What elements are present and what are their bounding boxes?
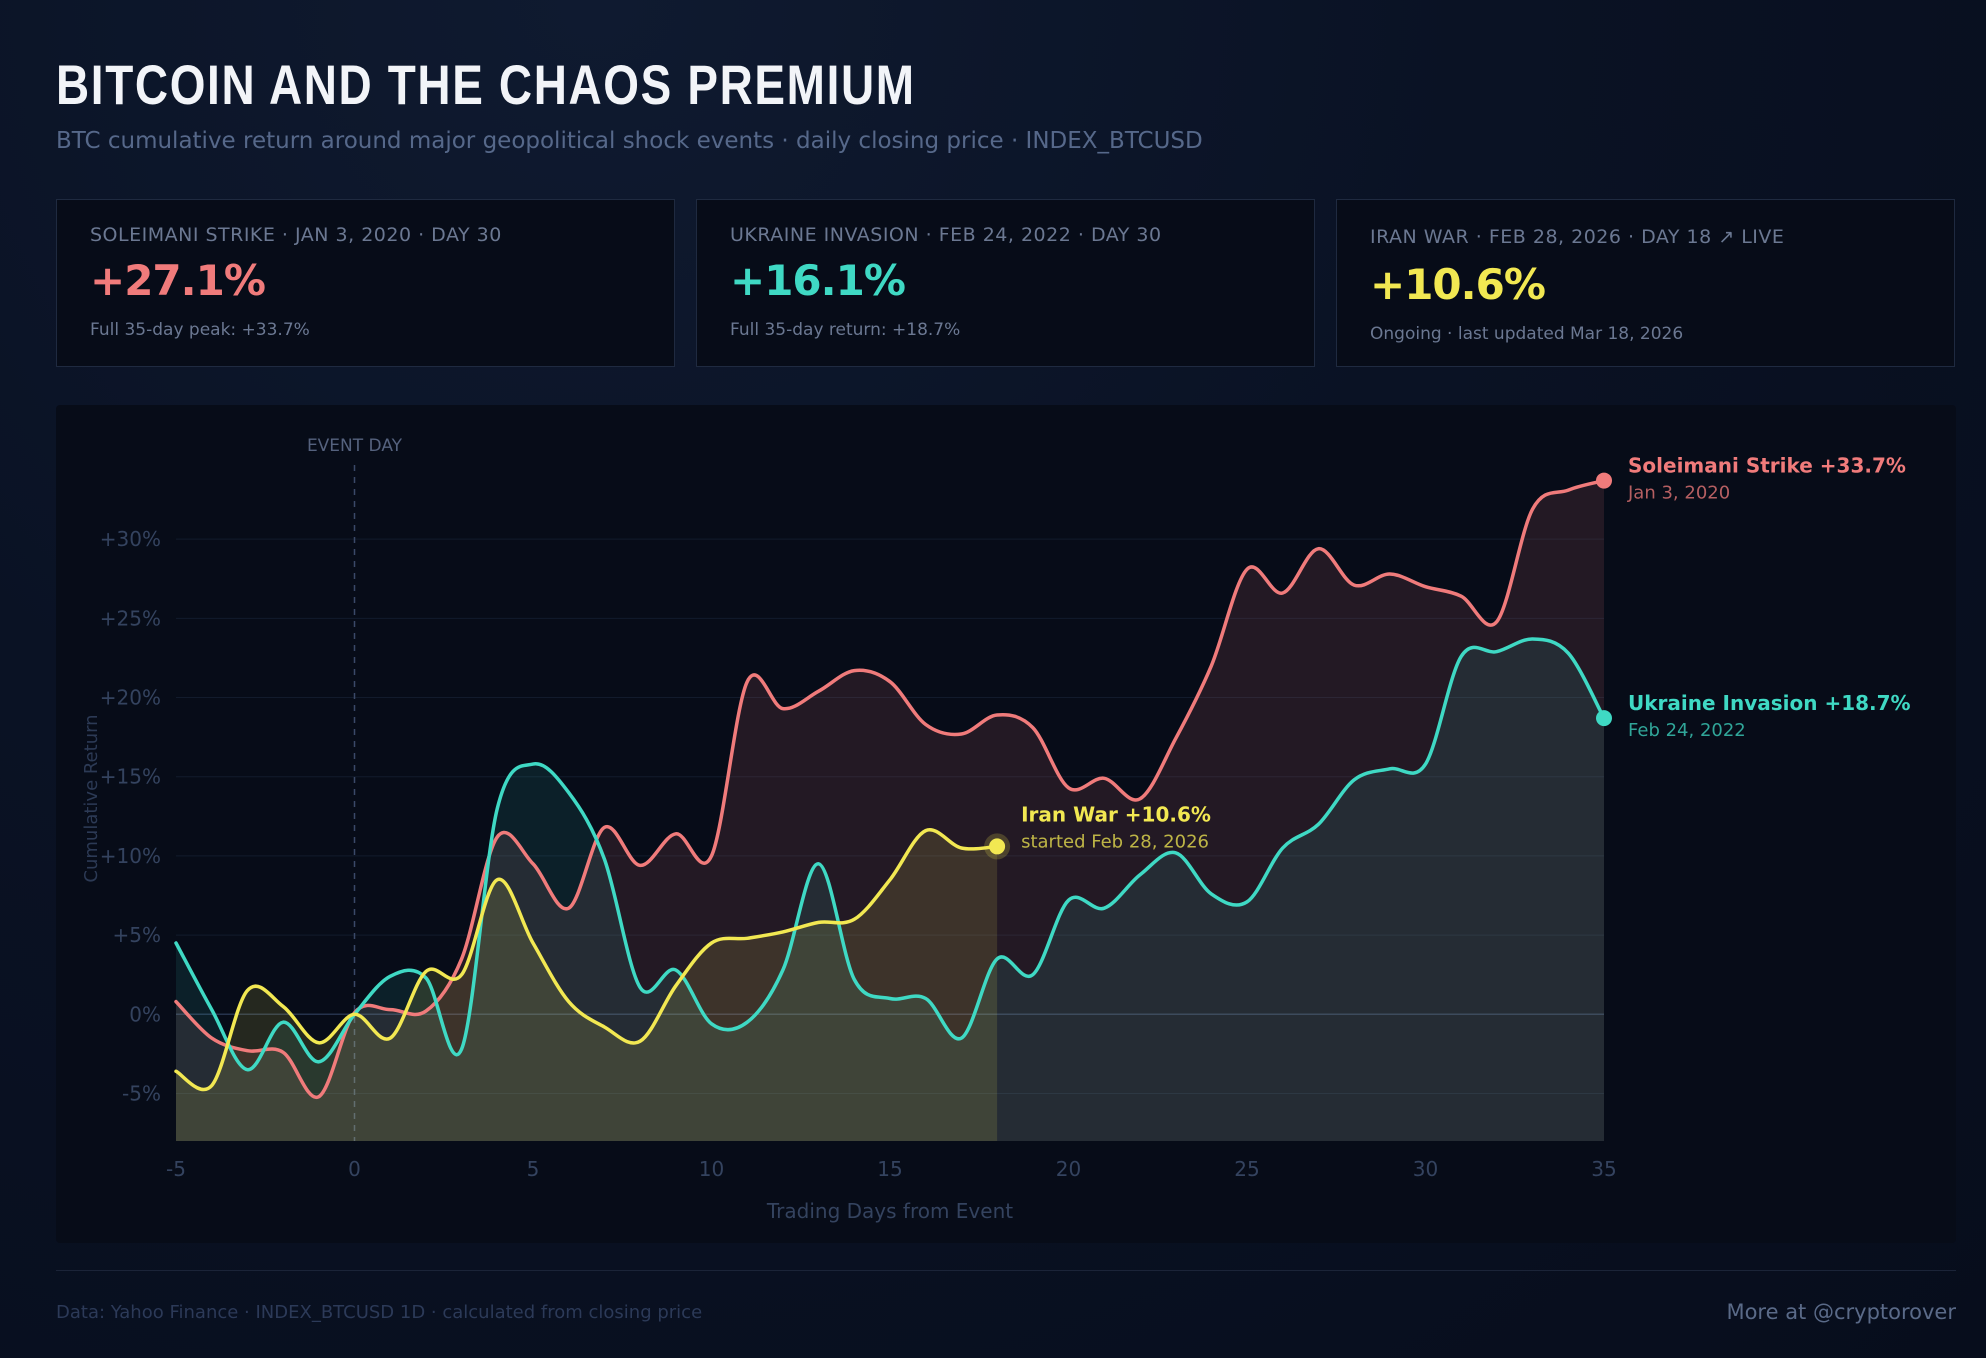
- y-tick-label: +20%: [100, 686, 161, 710]
- event-day-label: EVENT DAY: [307, 436, 403, 456]
- x-tick-label: 30: [1413, 1157, 1438, 1181]
- series-area-soleimani-strike: [176, 480, 1604, 1142]
- x-tick-label: 0: [348, 1157, 361, 1181]
- stat-card-label: UKRAINE INVASION · FEB 24, 2022 · DAY 30: [730, 224, 1162, 246]
- y-tick-label: 0%: [129, 1002, 161, 1026]
- series-label-ukraine-invasion: Ukraine Invasion +18.7%: [1628, 691, 1911, 715]
- series-label-value: +10.6%: [1125, 802, 1211, 826]
- y-tick-label: +10%: [100, 844, 161, 868]
- page-title: BITCOIN AND THE CHAOS PREMIUM: [56, 53, 916, 116]
- series-endpoint-ukraine-invasion: [1596, 710, 1612, 727]
- series-endpoint-iran-war: [989, 838, 1006, 855]
- series-sublabel-soleimani-strike: Jan 3, 2020: [1627, 483, 1730, 504]
- stat-card-value: +16.1%: [730, 256, 906, 305]
- x-tick-label: 15: [877, 1157, 902, 1181]
- y-tick-label: +25%: [100, 606, 161, 630]
- y-tick-label: +5%: [113, 923, 162, 947]
- series-label-soleimani-strike: Soleimani Strike +33.7%: [1628, 454, 1906, 478]
- x-tick-label: 10: [699, 1157, 724, 1181]
- stat-card-note: Full 35-day return: +18.7%: [730, 320, 961, 340]
- series-line-soleimani-strike: [174, 478, 1606, 1099]
- series-label-value: +33.7%: [1820, 454, 1906, 478]
- series-label-iran-war: Iran War +10.6%: [1021, 802, 1211, 826]
- x-tick-label: -5: [166, 1157, 186, 1181]
- series-area-iran-war: [176, 829, 998, 1141]
- stat-card-note: Full 35-day peak: +33.7%: [90, 320, 310, 340]
- series-label-name: Ukraine Invasion: [1628, 691, 1824, 715]
- stat-card-label: IRAN WAR · FEB 28, 2026 · DAY 18 ↗ LIVE: [1370, 226, 1785, 248]
- series-label-name: Soleimani Strike: [1628, 454, 1820, 478]
- series-sublabel-ukraine-invasion: Feb 24, 2022: [1628, 720, 1746, 741]
- series-line-iran-war: [174, 828, 999, 1092]
- y-tick-label: +15%: [100, 765, 161, 789]
- x-tick-label: 20: [1056, 1157, 1081, 1181]
- x-tick-label: 35: [1591, 1157, 1616, 1181]
- x-tick-label: 5: [527, 1157, 540, 1181]
- stat-card-iran: IRAN WAR · FEB 28, 2026 · DAY 18 ↗ LIVE …: [1336, 199, 1955, 367]
- y-tick-label: +30%: [100, 527, 161, 551]
- x-tick-label: 25: [1234, 1157, 1259, 1181]
- series-label-name: Iran War: [1021, 802, 1125, 826]
- return-chart: -5% 0% +5% +10% +15% +20% +25% +30% -5 0 5 10 15 20 25…: [81, 436, 1911, 1223]
- stat-card-note: Ongoing · last updated Mar 18, 2026: [1370, 324, 1684, 344]
- stat-card-label: SOLEIMANI STRIKE · JAN 3, 2020 · DAY 30: [90, 224, 502, 246]
- y-tick-label: -5%: [122, 1081, 161, 1105]
- stat-card-ukraine: UKRAINE INVASION · FEB 24, 2022 · DAY 30…: [696, 199, 1315, 367]
- chart-panel: -5% 0% +5% +10% +15% +20% +25% +30% -5 0 5 10 15 20 25…: [56, 405, 1956, 1243]
- footer-credit-link[interactable]: More at @cryptorover: [1726, 1300, 1956, 1324]
- stat-card-value: +10.6%: [1370, 260, 1546, 309]
- series-label-value: +18.7%: [1824, 691, 1910, 715]
- series-sublabel-iran-war: started Feb 28, 2026: [1021, 831, 1209, 852]
- stat-card-soleimani: SOLEIMANI STRIKE · JAN 3, 2020 · DAY 30 …: [56, 199, 675, 367]
- stat-card-value: +27.1%: [90, 256, 266, 305]
- page-subtitle: BTC cumulative return around major geopo…: [56, 128, 1203, 154]
- series-endpoint-soleimani-strike: [1596, 472, 1612, 489]
- footer-source: Data: Yahoo Finance · INDEX_BTCUSD 1D · …: [56, 1302, 703, 1323]
- stat-cards: SOLEIMANI STRIKE · JAN 3, 2020 · DAY 30 …: [56, 199, 1956, 369]
- x-axis-title: Trading Days from Event: [766, 1199, 1013, 1223]
- series-line-ukraine-invasion: [174, 637, 1606, 1072]
- footer-divider: [56, 1270, 1956, 1271]
- y-axis-title: Cumulative Return: [81, 714, 102, 882]
